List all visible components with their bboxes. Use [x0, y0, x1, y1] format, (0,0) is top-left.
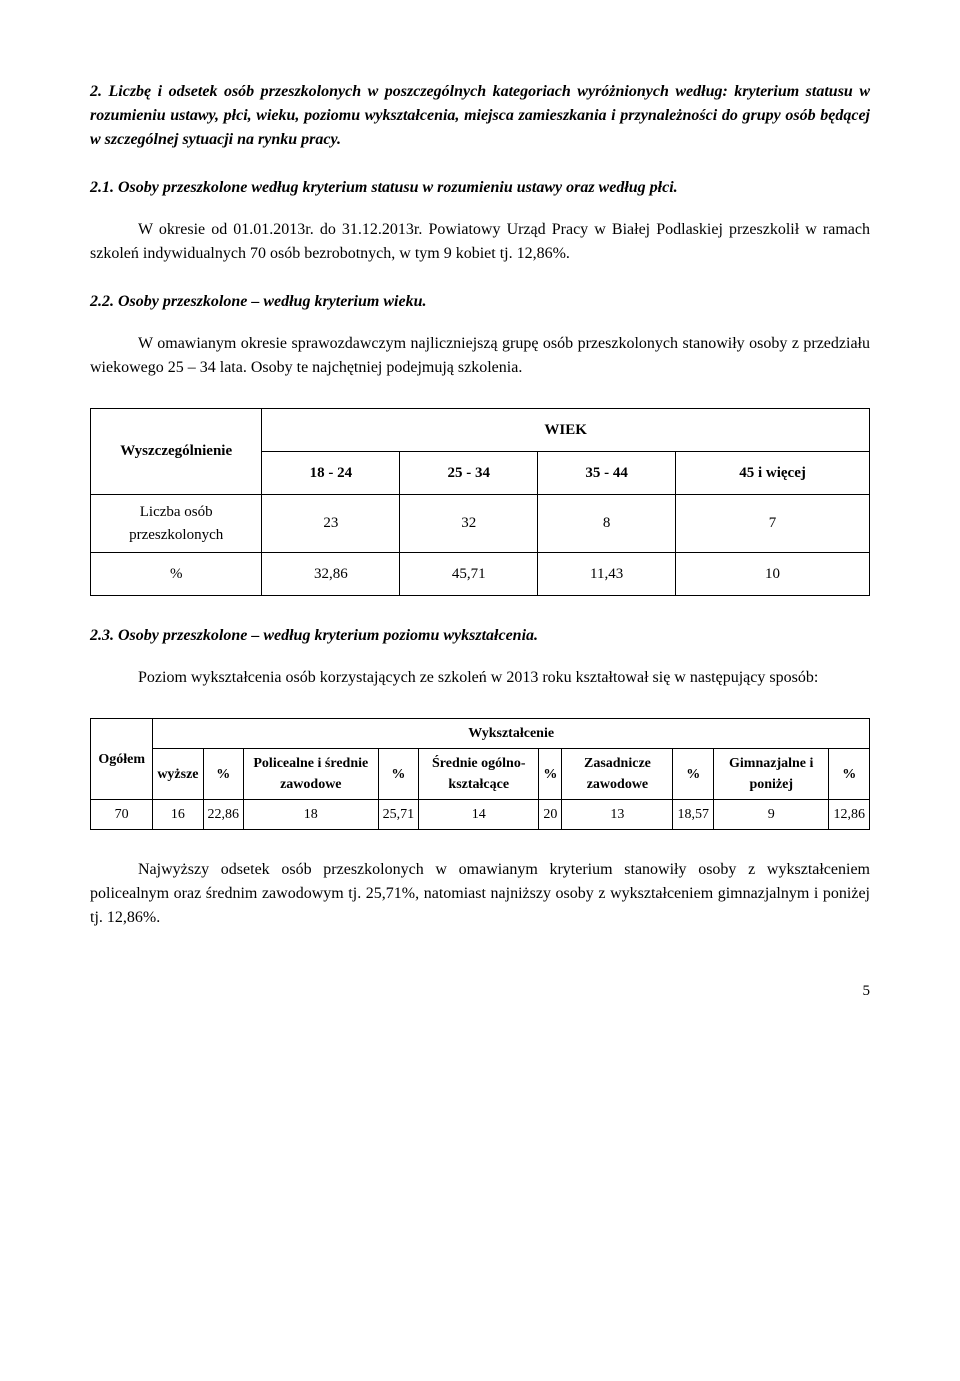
edu-table-cell: 22,86: [203, 800, 244, 830]
edu-table-cell: 9: [713, 800, 829, 830]
age-table-cell: 8: [538, 495, 676, 553]
edu-table-ogolem-header: Ogółem: [91, 719, 153, 800]
edu-table-cell: 14: [419, 800, 539, 830]
age-table-rowlabel-header: Wyszczególnienie: [91, 409, 262, 495]
age-table-row-label: %: [91, 553, 262, 596]
age-table-col-header: 18 - 24: [262, 452, 400, 495]
age-table-cell: 7: [676, 495, 870, 553]
edu-table-cell: 20: [539, 800, 562, 830]
closing-paragraph: Najwyższy odsetek osób przeszkolonych w …: [90, 858, 870, 930]
age-table-col-header: 45 i więcej: [676, 452, 870, 495]
edu-table-col-header: wyższe: [153, 749, 203, 800]
age-table-cell: 32,86: [262, 553, 400, 596]
age-table-cell: 45,71: [400, 553, 538, 596]
table-row: Liczba osób przeszkolonych 23 32 8 7: [91, 495, 870, 553]
age-table-cell: 10: [676, 553, 870, 596]
edu-table-col-header: %: [829, 749, 870, 800]
edu-table-col-header: %: [673, 749, 714, 800]
section-2-3-paragraph: Poziom wykształcenia osób korzystających…: [90, 666, 870, 690]
table-row: % 32,86 45,71 11,43 10: [91, 553, 870, 596]
edu-table-cell: 13: [562, 800, 673, 830]
edu-table-cell: 18: [244, 800, 379, 830]
age-table-col-header: 35 - 44: [538, 452, 676, 495]
age-table: Wyszczególnienie WIEK 18 - 24 25 - 34 35…: [90, 408, 870, 596]
edu-table-cell: 25,71: [378, 800, 419, 830]
edu-table-col-header: Gimnazjalne i poniżej: [713, 749, 829, 800]
edu-table-col-header: Zasadnicze zawodowe: [562, 749, 673, 800]
age-table-cell: 32: [400, 495, 538, 553]
section-2-2-paragraph: W omawianym okresie sprawozdawczym najli…: [90, 332, 870, 380]
edu-table-cell: 18,57: [673, 800, 714, 830]
table-row: 70 16 22,86 18 25,71 14 20 13 18,57 9 12…: [91, 800, 870, 830]
edu-table-col-header: %: [203, 749, 244, 800]
section-2-3-heading: 2.3. Osoby przeszkolone – według kryteri…: [90, 624, 870, 648]
page-number: 5: [90, 980, 870, 1003]
edu-table-col-header: %: [539, 749, 562, 800]
edu-table-cell: 70: [91, 800, 153, 830]
age-table-cell: 11,43: [538, 553, 676, 596]
age-table-row-label: Liczba osób przeszkolonych: [91, 495, 262, 553]
age-table-col-header: 25 - 34: [400, 452, 538, 495]
age-table-super-header: WIEK: [262, 409, 870, 452]
edu-table-col-header: Policealne i średnie zawodowe: [244, 749, 379, 800]
age-table-cell: 23: [262, 495, 400, 553]
section-2-1-heading: 2.1. Osoby przeszkolone według kryterium…: [90, 176, 870, 200]
edu-table-super-header: Wykształcenie: [153, 719, 870, 749]
section-2-1-paragraph: W okresie od 01.01.2013r. do 31.12.2013r…: [90, 218, 870, 266]
edu-table-col-header: Średnie ogólno-kształcące: [419, 749, 539, 800]
edu-table-cell: 12,86: [829, 800, 870, 830]
section-2-heading: 2. Liczbę i odsetek osób przeszkolonych …: [90, 80, 870, 152]
section-2-2-heading: 2.2. Osoby przeszkolone – według kryteri…: [90, 290, 870, 314]
edu-table-col-header: %: [378, 749, 419, 800]
education-table: Ogółem Wykształcenie wyższe % Policealne…: [90, 718, 870, 830]
edu-table-cell: 16: [153, 800, 203, 830]
